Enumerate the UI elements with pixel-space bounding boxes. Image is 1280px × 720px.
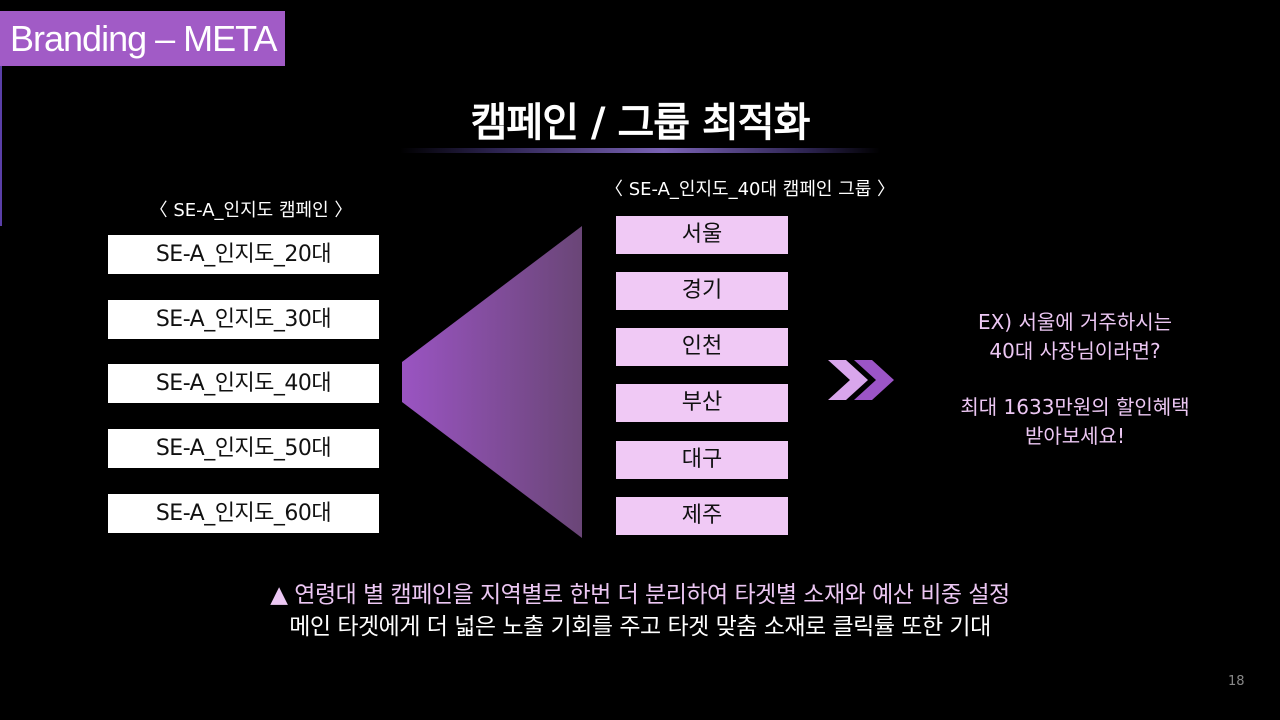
region-item: 인천 (616, 328, 788, 366)
region-item: 대구 (616, 441, 788, 479)
campaign-item: SE-A_인지도_50대 (108, 429, 379, 468)
accent-line (0, 66, 2, 226)
example-line: 받아보세요! (1024, 424, 1126, 448)
campaign-item: SE-A_인지도_20대 (108, 235, 379, 274)
campaign-heading: 〈 SE-A_인지도 캠페인 〉 (149, 200, 353, 221)
campaign-item: SE-A_인지도_60대 (108, 494, 379, 533)
example-line: 최대 1633만원의 할인혜택 (960, 395, 1190, 419)
region-item: 부산 (616, 384, 788, 422)
campaign-item: SE-A_인지도_40대 (108, 364, 379, 403)
slide-title: 캠페인 / 그룹 최적화 (470, 100, 811, 146)
double-chevron-icon (828, 360, 894, 400)
summary-line: 메인 타겟에게 더 넓은 노출 기회를 주고 타겟 맞춤 소재로 클릭률 또한 … (289, 614, 991, 640)
section-tag: Branding – META (0, 11, 285, 66)
region-item: 제주 (616, 497, 788, 535)
campaign-item: SE-A_인지도_30대 (108, 300, 379, 339)
example-line: 40대 사장님이라면? (989, 339, 1161, 363)
region-item: 경기 (616, 272, 788, 310)
title-underline (400, 148, 880, 153)
summary-line: ▲ 연령대 별 캠페인을 지역별로 한번 더 분리하여 타겟별 소재와 예산 비… (270, 582, 1010, 608)
group-heading: 〈 SE-A_인지도_40대 캠페인 그룹 〉 (604, 179, 896, 200)
funnel-shape (402, 226, 582, 538)
region-item: 서울 (616, 216, 788, 254)
page-number: 18 (1228, 674, 1245, 689)
example-line: EX) 서울에 거주하시는 (977, 310, 1173, 334)
